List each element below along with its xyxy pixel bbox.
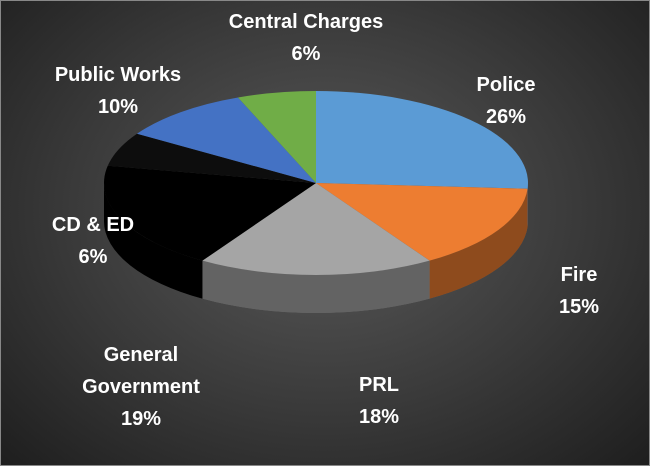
value-label: 26% — [485, 106, 527, 128]
slice-side — [104, 183, 203, 299]
category-label: Public Works — [54, 64, 182, 86]
slice — [202, 183, 430, 275]
slice-side-shade — [104, 183, 203, 299]
value-label: 10% — [97, 96, 139, 118]
value-label: 6% — [78, 246, 108, 268]
data-label: Fire 15% — [494, 259, 650, 323]
data-label: PRL 18% — [294, 369, 464, 433]
category-label: PRL — [359, 374, 399, 396]
data-label: Police 26% — [421, 69, 591, 133]
slice-side — [202, 260, 430, 313]
data-label: Public Works 10% — [33, 59, 203, 123]
value-label: 18% — [358, 406, 400, 428]
data-label: CD & ED 6% — [8, 209, 178, 273]
data-label: Central Charges 6% — [221, 6, 391, 70]
slice-side — [429, 188, 528, 299]
slice — [104, 165, 316, 261]
category-label: CD & ED — [51, 214, 135, 236]
category-label: General Government — [82, 344, 200, 398]
value-label: 6% — [291, 43, 321, 65]
slice — [137, 97, 316, 183]
slice — [316, 183, 528, 261]
slice — [237, 91, 316, 183]
slice — [107, 133, 317, 183]
category-label: Police — [476, 74, 536, 96]
slice-side-shade — [429, 188, 528, 299]
data-label: General Government 19% — [66, 339, 216, 435]
slice-side-shade — [202, 260, 430, 313]
category-label: Fire — [560, 264, 598, 286]
category-label: Central Charges — [228, 11, 384, 33]
value-label: 15% — [558, 296, 600, 318]
value-label: 19% — [120, 408, 162, 430]
slice — [316, 91, 528, 189]
